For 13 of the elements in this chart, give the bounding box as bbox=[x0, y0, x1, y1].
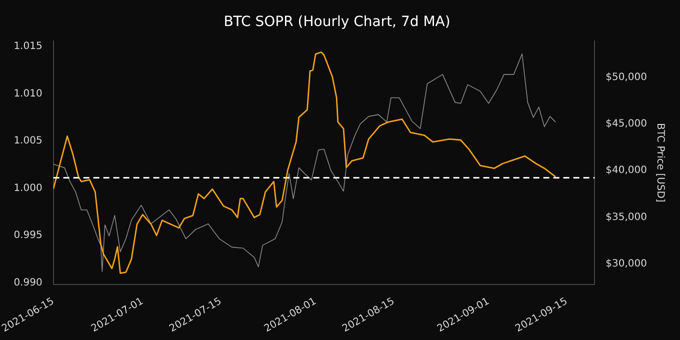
y-tick-label: 0.995 bbox=[14, 230, 42, 242]
y2-tick-label: $40,000 bbox=[606, 165, 648, 176]
chart-title: BTC SOPR (Hourly Chart, 7d MA) bbox=[224, 14, 450, 30]
y-tick-label: 1.000 bbox=[14, 182, 42, 194]
y2-tick-label: $30,000 bbox=[606, 258, 648, 270]
y-tick-label: 0.990 bbox=[14, 277, 42, 288]
y2-axis-title: BTC Price [USD] bbox=[654, 123, 666, 202]
y-tick-label: 1.015 bbox=[14, 41, 42, 52]
y2-tick-label: $35,000 bbox=[606, 212, 648, 223]
y2-tick-label: $50,000 bbox=[606, 72, 648, 83]
y-tick-label: 1.005 bbox=[14, 136, 42, 147]
y-tick-label: 1.010 bbox=[14, 88, 42, 100]
y2-tick-label: $45,000 bbox=[606, 118, 648, 130]
